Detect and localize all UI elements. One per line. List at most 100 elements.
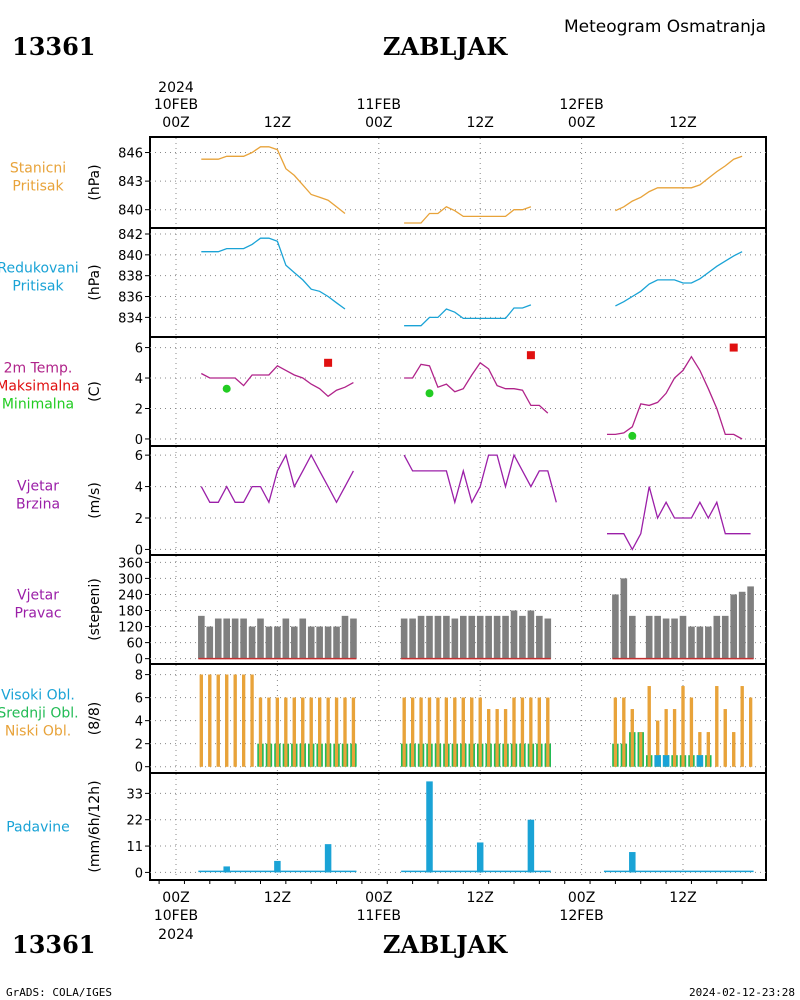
direction-bar <box>214 618 222 659</box>
direction-bar <box>265 626 273 659</box>
low-cloud-bar-front <box>318 697 322 767</box>
y-tick-label: 240 <box>118 588 143 603</box>
low-cloud-bar-front <box>672 709 677 767</box>
direction-bar <box>257 618 264 659</box>
direction-bar <box>350 618 357 659</box>
low-cloud-bar-front <box>681 686 685 767</box>
direction-bar <box>451 618 459 659</box>
top-time-axis: 00Z 10FEB 12Z 00Z 11FEB 12Z 00Z 12FEB 12Z <box>154 97 697 131</box>
panel-frame <box>149 136 767 229</box>
low-cloud-bar-front <box>208 674 212 767</box>
bottom-year-label: 2024 <box>158 927 194 943</box>
low-cloud-bar-front <box>275 697 279 767</box>
low-cloud-bar-front <box>427 697 432 767</box>
direction-bar <box>316 626 323 659</box>
low-cloud-bar-front <box>537 697 541 767</box>
direction-bar <box>299 618 307 659</box>
series-label: Vjetar <box>17 479 59 495</box>
low-cloud-bar-front <box>495 709 499 767</box>
low-cloud-bar-front <box>487 709 491 767</box>
y-tick-label: 846 <box>118 147 143 162</box>
bottom-tick-label: 12Z <box>669 890 696 906</box>
direction-bar <box>671 618 678 659</box>
series-line <box>403 453 557 505</box>
direction-bar <box>721 615 729 659</box>
series-line <box>404 304 532 327</box>
series-label: Visoki Obl. <box>1 688 75 704</box>
top-tick-label: 12Z <box>669 115 696 131</box>
low-cloud-bar-front <box>250 674 254 767</box>
direction-bar <box>620 578 628 659</box>
y-axis-label: (m/s) <box>87 482 103 519</box>
low-cloud-bar-front <box>199 674 203 767</box>
low-cloud-bar-front <box>470 697 474 767</box>
product-title: Meteogram Osmatranja <box>564 17 766 37</box>
series-label: Padavine <box>6 820 70 836</box>
y-tick-label: 4 <box>135 481 143 496</box>
top-tick-label: 00Z <box>365 115 392 131</box>
series-label: Pritisak <box>12 179 64 195</box>
y-axis-label: (C) <box>87 381 103 402</box>
direction-bar <box>485 615 492 659</box>
low-cloud-bar-front <box>284 697 288 767</box>
precip-bar <box>527 819 535 873</box>
low-cloud-bar-front <box>436 697 440 767</box>
y-tick-label: 0 <box>135 761 143 776</box>
y-tick-label: 2 <box>135 738 143 753</box>
bottom-tick-label: 00Z <box>568 890 595 906</box>
direction-bar <box>747 586 754 659</box>
low-cloud-bar-front <box>242 674 246 767</box>
y-tick-label: 11 <box>126 840 143 855</box>
top-tick-label: 12Z <box>466 115 493 131</box>
direction-bar <box>409 618 416 659</box>
y-tick-label: 6 <box>135 449 143 464</box>
y-tick-label: 0 <box>135 866 143 881</box>
direction-bar <box>324 626 332 659</box>
precip-bar <box>274 860 281 873</box>
series-line <box>200 453 354 505</box>
top-date-label: 12FEB <box>559 97 603 113</box>
footer-timestamp: 2024-02-12-23:28 <box>689 986 795 999</box>
direction-bar <box>341 615 349 659</box>
direction-bar <box>206 626 214 659</box>
y-tick-label: 6 <box>135 342 143 357</box>
series-line <box>607 355 743 440</box>
low-cloud-bar-front <box>461 697 465 767</box>
low-cloud-bar-front <box>444 697 448 767</box>
direction-bar <box>460 615 467 659</box>
low-cloud-bar-front <box>292 697 296 767</box>
low-cloud-bar-front <box>723 709 727 767</box>
top-tick-label: 00Z <box>162 115 189 131</box>
low-cloud-bar-front <box>689 697 694 767</box>
direction-bar <box>291 626 298 659</box>
high-cloud-bar <box>696 755 704 767</box>
panel-frame <box>149 227 767 338</box>
high-cloud-bar <box>662 755 670 767</box>
y-tick-label: 0 <box>135 543 143 558</box>
y-axis-label: (hPa) <box>87 164 103 200</box>
top-date-label: 10FEB <box>154 97 198 113</box>
direction-bar <box>198 615 205 659</box>
y-tick-label: 22 <box>126 814 143 829</box>
direction-bar <box>738 591 746 659</box>
series-label: Pritisak <box>12 279 64 295</box>
precip-bar <box>426 781 433 873</box>
y-tick-label: 8 <box>135 669 143 684</box>
series-label: Maksimalna <box>0 379 80 395</box>
y-tick-label: 33 <box>126 787 143 802</box>
station-id-top: 13361 <box>12 32 96 61</box>
precip-bar <box>324 844 332 873</box>
series-line <box>607 486 751 551</box>
y-tick-label: 4 <box>135 715 143 730</box>
station-name-bottom: ZABLJAK <box>383 930 508 959</box>
low-cloud-bar-front <box>351 697 356 767</box>
low-cloud-bar-front <box>402 697 406 767</box>
low-cloud-bar-front <box>343 697 347 767</box>
direction-bar <box>333 626 340 659</box>
bottom-date-label: 12FEB <box>559 908 603 924</box>
series-label: Stanicni <box>10 161 66 177</box>
tmax-marker <box>729 343 738 352</box>
y-tick-label: 843 <box>118 175 143 190</box>
